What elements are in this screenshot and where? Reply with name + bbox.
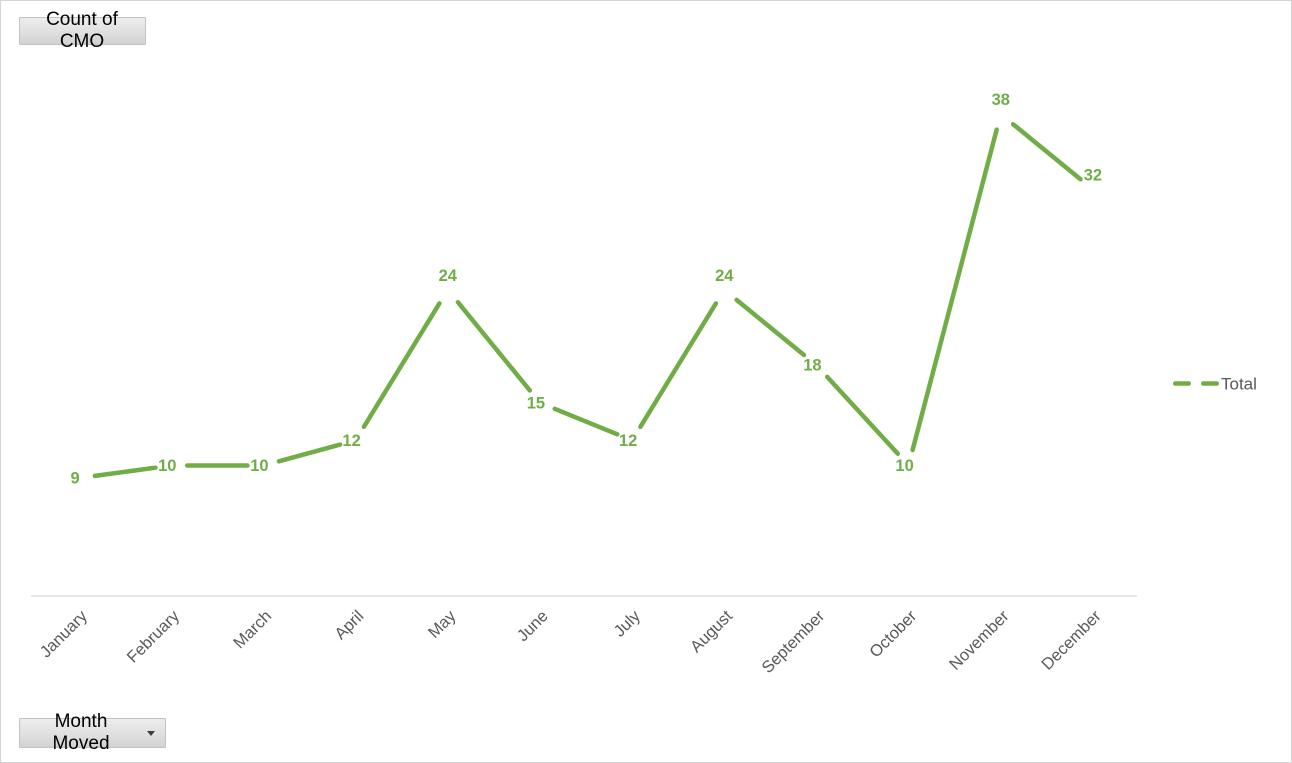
series-line-segment: [361, 301, 442, 430]
series-line-segment: [455, 299, 533, 393]
data-label: 18: [803, 357, 821, 375]
axis-label: August: [687, 607, 736, 656]
axis-label: May: [425, 607, 460, 642]
data-label: 24: [715, 267, 734, 285]
data-label: 24: [439, 267, 458, 285]
axis-label: March: [230, 607, 275, 652]
axis-label: June: [514, 607, 552, 645]
values-field-button-label: Count of CMO: [46, 9, 118, 52]
series-line-segment: [276, 442, 343, 464]
data-label: 12: [619, 432, 637, 450]
legend-label: Total: [1221, 375, 1257, 394]
dropdown-arrow-icon[interactable]: [147, 730, 155, 736]
data-label: 38: [992, 91, 1010, 109]
series-line-segment: [638, 301, 719, 430]
data-label: 32: [1084, 166, 1102, 184]
series-line-segment: [552, 406, 620, 437]
axis-label: April: [331, 607, 367, 643]
series-line-segment: [824, 374, 901, 456]
data-label: 12: [342, 432, 360, 450]
axis-label: September: [758, 607, 828, 677]
legend-dash-marker-icon: [1173, 381, 1191, 386]
axis-label: January: [37, 607, 92, 662]
data-label: 10: [895, 457, 913, 475]
series-line-segment: [910, 127, 999, 453]
axis-label: February: [124, 607, 184, 667]
axis-label: July: [610, 607, 644, 641]
data-label: 10: [250, 457, 268, 475]
values-field-button[interactable]: Count of CMO: [19, 9, 146, 52]
data-label: 9: [71, 470, 80, 488]
series-line-segment: [734, 297, 807, 358]
axis-label: December: [1038, 607, 1105, 674]
legend[interactable]: Total: [1173, 375, 1257, 394]
series-line-segment: [92, 465, 158, 479]
axis-label: October: [866, 607, 921, 662]
data-label: 15: [527, 394, 545, 412]
axis-field-button[interactable]: Month Moved: [19, 711, 166, 754]
legend-dash-marker-icon: [1201, 381, 1219, 386]
data-label: 10: [158, 457, 176, 475]
axis-label: November: [946, 607, 1013, 674]
axis-field-button-label: Month Moved: [52, 711, 110, 754]
series-line-segment: [1010, 121, 1083, 182]
